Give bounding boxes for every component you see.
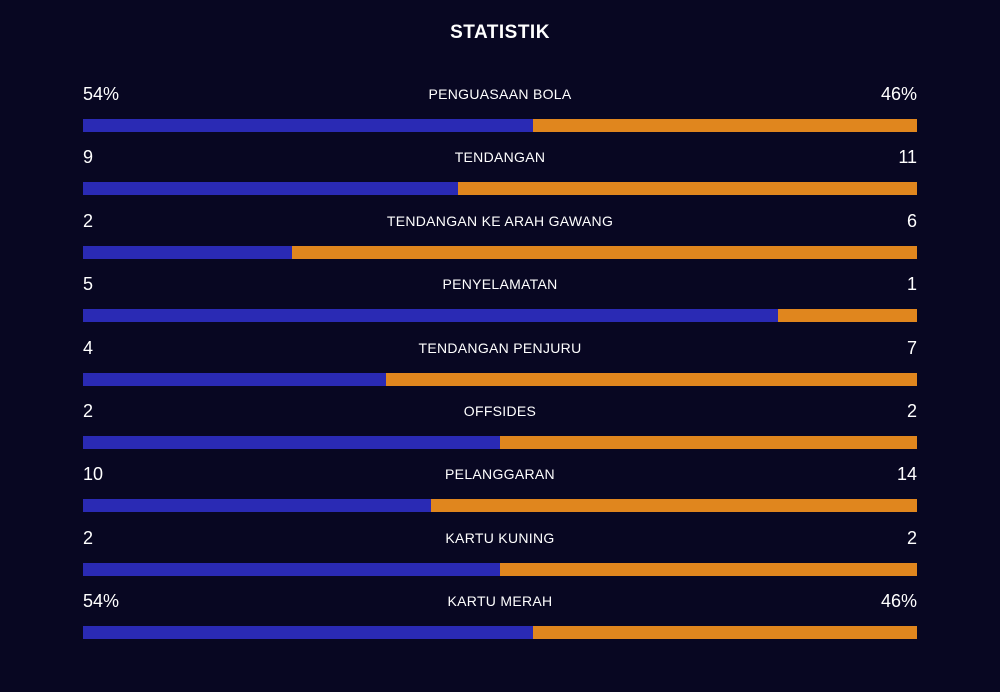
home-value: 2 bbox=[83, 527, 94, 548]
home-bar-segment bbox=[83, 245, 292, 259]
away-bar-segment bbox=[458, 182, 917, 196]
stat-label: PELANGGARAN bbox=[445, 466, 555, 483]
away-value: 46% bbox=[880, 591, 917, 612]
stat-row: 2 OFFSIDES 2 bbox=[83, 397, 917, 460]
home-bar-segment bbox=[83, 626, 534, 640]
away-value: 11 bbox=[898, 147, 917, 168]
home-bar-segment bbox=[83, 372, 387, 386]
stat-label: OFFSIDES bbox=[463, 402, 537, 419]
stat-label: KARTU MERAH bbox=[447, 593, 553, 610]
home-value: 2 bbox=[83, 210, 94, 231]
stat-row: 54% PENGUASAAN BOLA 46% bbox=[83, 80, 917, 143]
comparison-bar bbox=[83, 562, 917, 576]
comparison-bar bbox=[83, 435, 917, 449]
away-value: 14 bbox=[896, 464, 917, 485]
comparison-bar bbox=[83, 309, 917, 323]
away-bar-segment bbox=[430, 499, 917, 513]
comparison-bar bbox=[83, 626, 917, 640]
home-value: 10 bbox=[83, 464, 104, 485]
stats-list: 54% PENGUASAAN BOLA 46% 9 TENDANGAN 11 2 TENDAN… bbox=[83, 80, 917, 651]
home-bar-segment bbox=[83, 435, 500, 449]
home-value: 2 bbox=[83, 400, 94, 421]
away-bar-segment bbox=[533, 626, 917, 640]
stat-label: TENDANGAN bbox=[454, 149, 546, 166]
stat-header: 10 PELANGGARAN 14 bbox=[83, 460, 917, 488]
stat-label: TENDANGAN KE ARAH GAWANG bbox=[386, 212, 614, 229]
stat-header: 2 TENDANGAN KE ARAH GAWANG 6 bbox=[83, 207, 917, 235]
stat-row: 10 PELANGGARAN 14 bbox=[83, 460, 917, 523]
away-value: 46% bbox=[880, 84, 917, 104]
home-bar-segment bbox=[83, 182, 459, 196]
away-value: 2 bbox=[906, 400, 917, 421]
away-bar-segment bbox=[500, 435, 917, 449]
away-value: 2 bbox=[906, 527, 917, 548]
comparison-bar bbox=[83, 182, 917, 196]
stat-label: KARTU KUNING bbox=[445, 529, 555, 546]
stat-header: 9 TENDANGAN 11 bbox=[83, 143, 917, 171]
away-value: 6 bbox=[906, 210, 917, 231]
home-bar-segment bbox=[83, 499, 431, 513]
away-bar-segment bbox=[386, 372, 917, 386]
home-value: 4 bbox=[83, 337, 94, 358]
away-value: 7 bbox=[906, 337, 917, 358]
away-value: 1 bbox=[906, 274, 917, 295]
comparison-bar bbox=[83, 119, 917, 132]
stat-header: 54% KARTU MERAH 46% bbox=[83, 587, 917, 615]
stat-row: 2 TENDANGAN KE ARAH GAWANG 6 bbox=[83, 207, 917, 270]
comparison-bar bbox=[83, 245, 917, 259]
away-bar-segment bbox=[533, 119, 917, 132]
stat-header: 54% PENGUASAAN BOLA 46% bbox=[83, 80, 917, 108]
stat-row: 2 KARTU KUNING 2 bbox=[83, 524, 917, 587]
home-bar-segment bbox=[83, 309, 778, 323]
stat-label: PENYELAMATAN bbox=[442, 276, 558, 293]
stat-label: PENGUASAAN BOLA bbox=[428, 86, 572, 102]
home-bar-segment bbox=[83, 119, 534, 132]
comparison-bar bbox=[83, 499, 917, 513]
page-title: STATISTIK bbox=[450, 22, 550, 43]
stat-header: 4 TENDANGAN PENJURU 7 bbox=[83, 334, 917, 362]
away-bar-segment bbox=[500, 562, 917, 576]
away-bar-segment bbox=[777, 309, 917, 323]
stat-label: TENDANGAN PENJURU bbox=[418, 339, 582, 356]
home-value: 9 bbox=[83, 147, 94, 168]
stat-header: 2 KARTU KUNING 2 bbox=[83, 524, 917, 552]
home-value: 54% bbox=[83, 84, 120, 104]
comparison-bar bbox=[83, 372, 917, 386]
home-value: 5 bbox=[83, 274, 94, 295]
stat-header: 5 PENYELAMATAN 1 bbox=[83, 270, 917, 298]
stat-row: 4 TENDANGAN PENJURU 7 bbox=[83, 334, 917, 397]
stat-row: 9 TENDANGAN 11 bbox=[83, 143, 917, 206]
stat-row: 5 PENYELAMATAN 1 bbox=[83, 270, 917, 333]
stat-header: 2 OFFSIDES 2 bbox=[83, 397, 917, 425]
away-bar-segment bbox=[291, 245, 917, 259]
stat-row: 54% KARTU MERAH 46% bbox=[83, 587, 917, 650]
home-bar-segment bbox=[83, 562, 500, 576]
home-value: 54% bbox=[83, 591, 120, 612]
